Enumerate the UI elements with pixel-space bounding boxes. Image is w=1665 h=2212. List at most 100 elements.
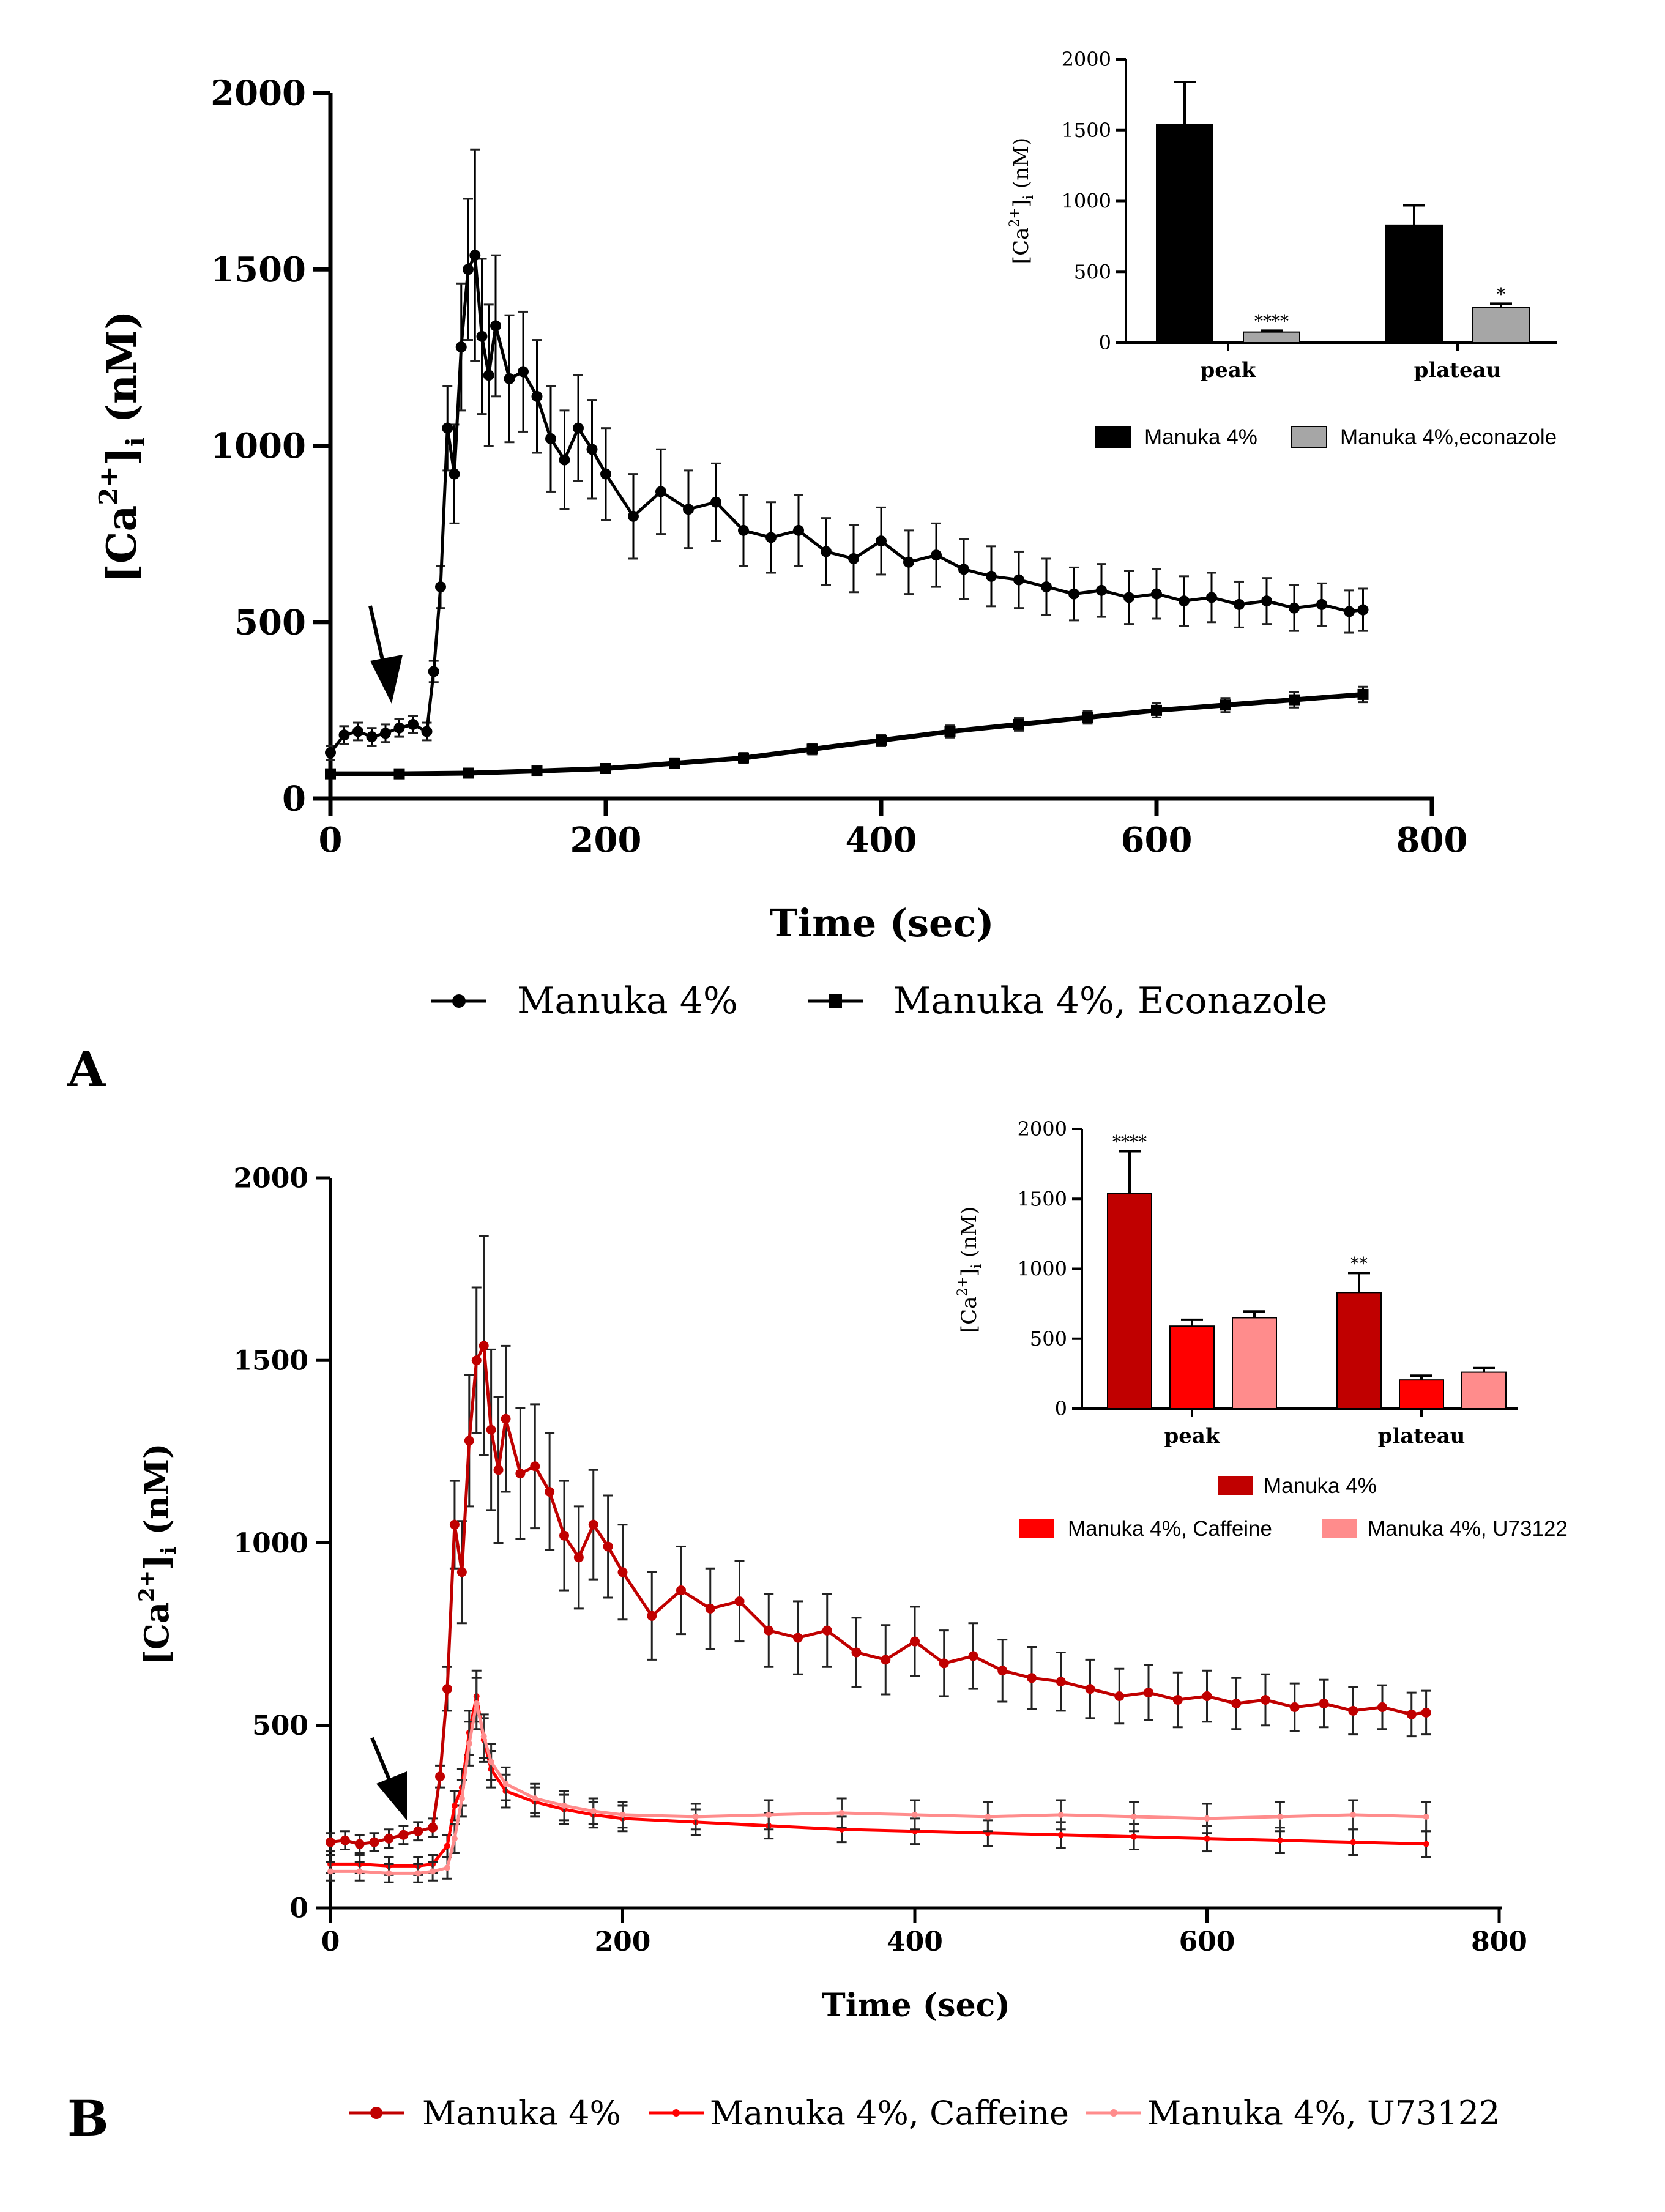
data-point: [1377, 1702, 1387, 1712]
bar: [1461, 1371, 1507, 1410]
y-tick-label: 0: [1055, 1397, 1067, 1420]
data-point: [806, 743, 818, 755]
data-point: [479, 1341, 489, 1351]
legend-item-manuka: Manuka 4%: [431, 980, 738, 1022]
y-tick-label: 0: [282, 779, 306, 819]
data-point: [451, 1835, 458, 1842]
svg-text:Manuka 4%: Manuka 4%: [422, 2094, 621, 2132]
data-point: [692, 1813, 699, 1820]
x-tick-label: 600: [1179, 1926, 1235, 1957]
data-point: [327, 1868, 333, 1875]
data-point: [449, 1519, 460, 1530]
y-tick-label: 1500: [1062, 119, 1111, 142]
bar: [1399, 1379, 1444, 1409]
data-point: [530, 1461, 540, 1472]
panel-b-stimulus-arrow: [370, 1737, 407, 1820]
data-point: [1204, 1815, 1210, 1822]
data-point: [931, 549, 942, 561]
panel-a-label: A: [67, 1040, 106, 1098]
data-point: [590, 1808, 597, 1814]
significance-stars: ****: [1112, 1132, 1147, 1152]
panel-b-y-axis-label: [Ca2+]i (nM): [135, 1443, 181, 1665]
data-point: [561, 1802, 567, 1809]
series-line: [330, 1703, 1426, 1875]
data-point: [848, 553, 859, 564]
data-point: [793, 1633, 803, 1643]
bar: [1169, 1325, 1215, 1410]
data-point: [354, 1839, 365, 1849]
data-point: [1357, 604, 1369, 616]
x-tick-label: 400: [887, 1926, 943, 1957]
data-point: [1041, 581, 1052, 593]
data-point: [1131, 1813, 1138, 1820]
data-point: [476, 330, 488, 342]
data-point: [958, 564, 969, 575]
svg-text:Manuka 4%: Manuka 4%: [517, 980, 738, 1022]
data-point: [435, 1771, 445, 1782]
data-point: [504, 373, 515, 384]
data-point: [1319, 1698, 1329, 1708]
data-point: [1206, 592, 1217, 603]
svg-text:[Ca2+]i (nM): [Ca2+]i (nM): [955, 1207, 985, 1333]
data-point: [1204, 1835, 1210, 1842]
y-tick-label: 2000: [234, 1163, 308, 1194]
series-1: [325, 685, 1369, 780]
data-point: [586, 444, 598, 455]
data-point: [1289, 1702, 1300, 1712]
data-point: [1357, 688, 1369, 700]
data-point: [444, 1842, 450, 1849]
series-line: [330, 1696, 1426, 1868]
data-point: [413, 1826, 423, 1836]
data-point: [325, 747, 336, 759]
data-point: [1276, 1837, 1283, 1844]
panel-b-main-chart: 0 500 1000 1500 2000 0 200 400 600 800 Time (sec…: [135, 1163, 1527, 2024]
data-point: [1423, 1841, 1429, 1847]
data-point: [458, 1795, 465, 1802]
data-point: [442, 1684, 452, 1694]
data-point: [393, 722, 405, 734]
panel-a-inset-y-label: [Ca2+]i (nM): [1007, 138, 1037, 264]
panel-a-inset-legend: Manuka 4% Manuka 4%,econazole: [1095, 425, 1557, 449]
data-point: [851, 1647, 862, 1658]
data-point: [545, 1486, 555, 1497]
data-point: [1056, 1677, 1066, 1687]
data-point: [1057, 1811, 1064, 1818]
data-point: [1261, 1694, 1270, 1705]
data-point: [1172, 1694, 1183, 1705]
data-point: [1114, 1691, 1125, 1702]
data-point: [1423, 1813, 1429, 1820]
data-point: [559, 454, 570, 466]
data-point: [821, 546, 832, 557]
data-point: [939, 1658, 949, 1669]
data-point: [408, 718, 419, 730]
data-point: [793, 524, 804, 536]
data-point: [464, 1436, 474, 1446]
panel-a-legend: Manuka 4% Manuka 4%, Econazole: [431, 980, 1327, 1022]
data-point: [531, 390, 543, 402]
data-point: [676, 1585, 686, 1596]
series-2: [326, 1677, 1431, 1883]
panel-a-stimulus-arrow: [368, 605, 403, 704]
data-point: [1350, 1811, 1357, 1818]
data-point: [326, 1837, 335, 1847]
data-point: [822, 1625, 832, 1636]
svg-text:Manuka 4%, Caffeine: Manuka 4%, Caffeine: [710, 2094, 1069, 2132]
data-point: [1234, 598, 1245, 610]
data-point: [1202, 1691, 1212, 1702]
data-point: [471, 1355, 482, 1366]
data-point: [501, 1413, 511, 1424]
data-point: [1289, 602, 1300, 614]
y-tick-label: 0: [289, 1893, 308, 1924]
series-0: [326, 1235, 1431, 1855]
data-point: [455, 341, 467, 353]
y-tick-label: 1000: [1018, 1257, 1067, 1281]
bar: [1243, 331, 1300, 344]
bar: [1385, 224, 1443, 344]
svg-text:Manuka 4%: Manuka 4%: [1264, 1474, 1377, 1498]
data-point: [573, 422, 584, 434]
data-point: [617, 1567, 628, 1577]
data-point: [1231, 1698, 1242, 1708]
series-line: [330, 691, 1363, 776]
data-point: [398, 1830, 409, 1840]
